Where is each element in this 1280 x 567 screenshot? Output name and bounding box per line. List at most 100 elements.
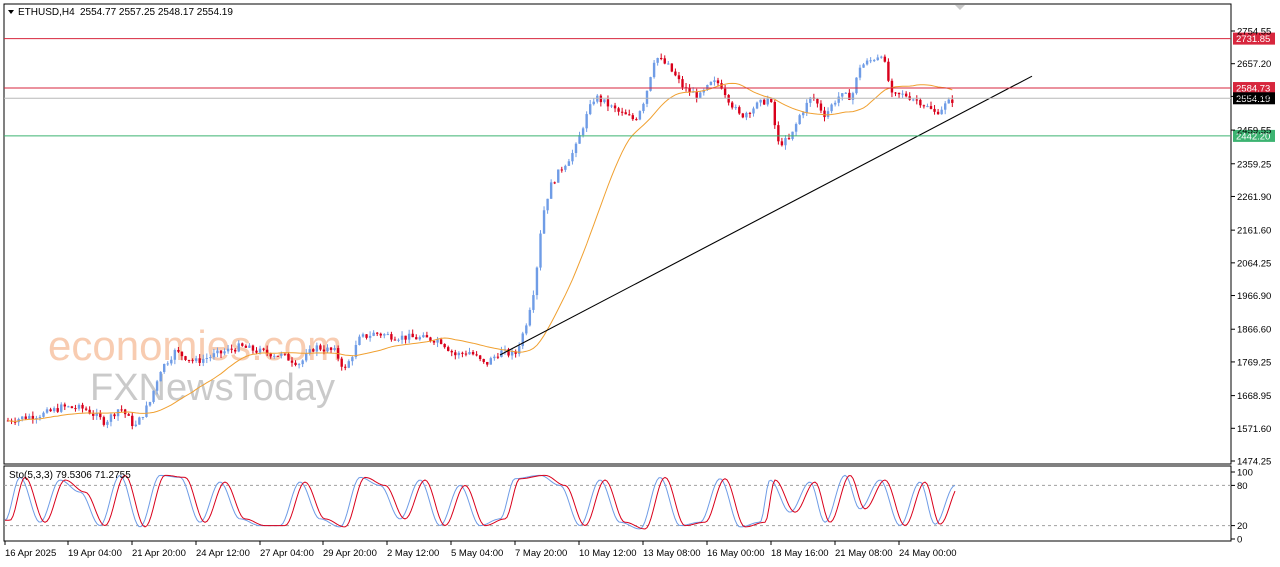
candle-body xyxy=(415,337,418,340)
stochastic-main-line xyxy=(4,474,956,530)
candle-body xyxy=(610,105,613,107)
candle-body xyxy=(567,161,571,166)
candle-body xyxy=(656,58,659,63)
level-label: 2584.73 xyxy=(1236,84,1270,95)
candle-body xyxy=(929,106,933,109)
candle-body xyxy=(912,99,915,101)
candle-body xyxy=(422,335,425,338)
time-tick-label: 2 May 12:00 xyxy=(387,548,439,559)
candle-body xyxy=(833,102,837,105)
candle-body xyxy=(429,337,432,341)
candle-body xyxy=(383,334,386,336)
candle-body xyxy=(88,409,91,414)
candle-body xyxy=(922,105,926,107)
candle-body xyxy=(386,334,390,336)
time-tick-label: 21 Apr 20:00 xyxy=(132,548,186,559)
candle-body xyxy=(706,85,709,90)
candle-body xyxy=(681,79,684,88)
candle-body xyxy=(400,335,404,340)
candle-body xyxy=(599,95,603,103)
candle-body xyxy=(471,351,475,355)
candle-body xyxy=(138,417,141,425)
candle-body xyxy=(407,333,411,340)
candle-body xyxy=(844,92,847,94)
candle-body xyxy=(283,353,287,355)
candle-body xyxy=(514,351,517,354)
candle-body xyxy=(791,131,794,139)
stochastic-tick-label: 0 xyxy=(1237,535,1242,546)
candle-body xyxy=(393,339,397,341)
candle-body xyxy=(890,80,894,93)
stochastic-panel xyxy=(3,465,1232,542)
candle-body xyxy=(521,333,524,347)
candle-body xyxy=(262,348,265,350)
candle-body xyxy=(280,353,283,356)
candle-body xyxy=(95,413,98,416)
time-tick-label: 27 Apr 04:00 xyxy=(260,548,314,559)
candle-body xyxy=(770,98,773,102)
symbol-dropdown-icon[interactable] xyxy=(8,10,14,14)
candle-body xyxy=(223,351,226,354)
candle-body xyxy=(525,325,528,334)
candle-body xyxy=(904,93,908,97)
candle-body xyxy=(294,362,297,365)
candle-body xyxy=(226,348,230,352)
chart-shift-marker-icon[interactable] xyxy=(955,5,965,10)
candle-body xyxy=(319,345,322,350)
time-tick-label: 10 May 12:00 xyxy=(579,548,637,559)
stochastic-tick-label: 80 xyxy=(1237,481,1248,492)
candle-body xyxy=(581,128,585,136)
candle-body xyxy=(489,358,492,365)
candle-body xyxy=(333,348,336,350)
candle-body xyxy=(674,71,677,76)
time-tick-label: 7 May 20:00 xyxy=(515,548,567,559)
candle-body xyxy=(202,358,205,363)
candle-body xyxy=(106,421,109,425)
candle-body xyxy=(67,406,70,408)
candle-body xyxy=(102,417,106,425)
candle-body xyxy=(209,357,212,359)
candle-body xyxy=(145,405,148,417)
candle-body xyxy=(631,115,634,120)
candle-body xyxy=(493,356,496,359)
candle-body xyxy=(606,99,610,107)
candle-body xyxy=(170,359,173,364)
level-label: 2731.85 xyxy=(1236,34,1270,45)
candle-body xyxy=(869,60,872,62)
price-tick-label: 2359.25 xyxy=(1237,159,1271,170)
candle-body xyxy=(159,371,162,382)
level-label-box xyxy=(1233,82,1275,95)
candle-body xyxy=(376,332,379,334)
candle-body xyxy=(716,80,720,84)
candle-body xyxy=(855,77,858,94)
candle-body xyxy=(450,350,453,353)
candle-body xyxy=(237,343,240,352)
candle-body xyxy=(13,421,17,423)
candle-body xyxy=(187,359,191,361)
candle-body xyxy=(915,99,918,101)
time-tick-label: 16 Apr 2025 xyxy=(5,548,56,559)
candle-body xyxy=(496,356,500,358)
price-tick-label: 2261.90 xyxy=(1237,192,1271,203)
trendline xyxy=(499,75,1033,356)
candle-body xyxy=(613,105,617,109)
candle-body xyxy=(688,88,691,93)
candle-body xyxy=(571,153,574,162)
candle-body xyxy=(510,351,514,356)
candle-body xyxy=(255,350,258,353)
candle-body xyxy=(397,339,400,341)
price-tick-label: 1668.95 xyxy=(1237,391,1271,402)
candle-body xyxy=(617,108,620,112)
candle-body xyxy=(557,169,560,183)
candle-body xyxy=(741,113,745,118)
candle-body xyxy=(212,353,216,358)
candle-body xyxy=(897,92,901,95)
candle-body xyxy=(745,112,748,118)
candle-body xyxy=(180,351,184,357)
candle-body xyxy=(933,108,936,112)
candle-body xyxy=(21,416,24,420)
candle-body xyxy=(816,98,819,104)
candle-body xyxy=(411,333,414,338)
candle-body xyxy=(120,409,123,411)
